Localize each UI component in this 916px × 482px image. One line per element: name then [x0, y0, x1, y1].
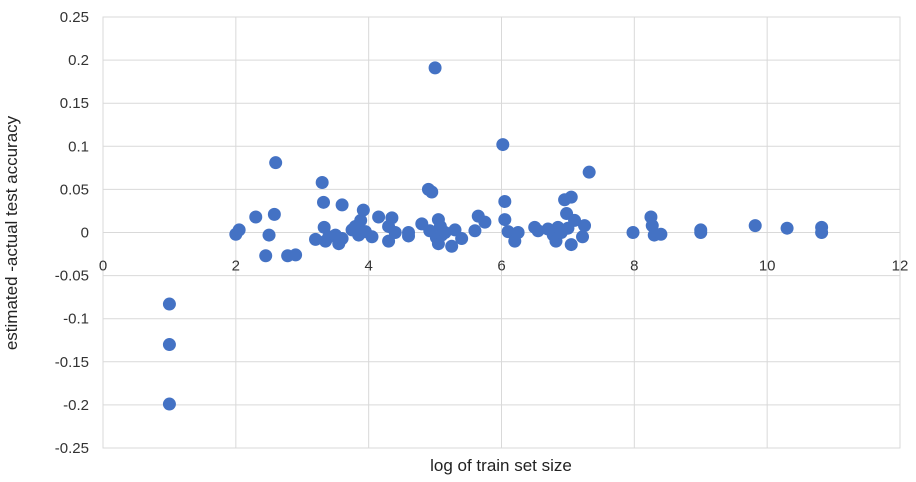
y-axis-title: estimated -actual test accuracy — [2, 115, 21, 350]
data-point — [249, 210, 263, 224]
data-point — [262, 228, 276, 242]
data-point — [365, 230, 379, 244]
data-point — [309, 232, 323, 246]
data-point — [162, 338, 176, 352]
y-tick-label: 0 — [81, 225, 89, 242]
y-tick-label: -0.25 — [55, 440, 89, 457]
data-point — [162, 297, 176, 311]
y-tick-label: 0.15 — [60, 95, 89, 112]
data-point — [815, 226, 829, 239]
y-tick-label: 0.05 — [60, 181, 89, 198]
x-axis-title: log of train set size — [430, 456, 572, 475]
data-point — [498, 213, 512, 227]
data-point — [315, 176, 329, 190]
data-point — [578, 219, 592, 233]
data-point — [356, 203, 370, 217]
y-tick-label: 0.25 — [60, 9, 89, 26]
data-point — [498, 194, 512, 208]
gridlines — [102, 16, 901, 449]
data-point — [455, 232, 469, 246]
data-point — [568, 213, 582, 227]
data-point — [478, 215, 492, 229]
y-tick-label: 0.2 — [68, 52, 89, 69]
x-tick-label: 10 — [759, 258, 776, 275]
data-point — [654, 227, 668, 241]
y-tick-label: -0.2 — [63, 397, 89, 414]
data-point — [402, 226, 416, 239]
data-point — [511, 226, 525, 239]
data-point — [468, 224, 482, 238]
y-tick-label: 0.1 — [68, 138, 89, 155]
data-point — [496, 138, 510, 152]
x-tick-label: 12 — [892, 258, 909, 275]
data-point — [531, 224, 545, 238]
data-point — [445, 239, 459, 253]
data-point — [626, 226, 640, 239]
data-point — [564, 238, 578, 252]
data-point — [748, 219, 762, 233]
y-tick-label: -0.05 — [55, 268, 89, 285]
plot-border — [102, 16, 901, 449]
y-tick-label: -0.15 — [55, 354, 89, 371]
data-point — [335, 198, 349, 212]
data-point — [501, 225, 515, 239]
x-tick-label: 4 — [364, 258, 372, 275]
x-tick-label: 0 — [99, 258, 107, 275]
data-point — [289, 248, 303, 262]
data-point — [317, 195, 331, 209]
data-point — [780, 221, 794, 235]
data-point — [162, 397, 176, 411]
x-tick-label: 8 — [630, 258, 638, 275]
data-points — [162, 61, 829, 411]
data-point — [564, 190, 578, 204]
data-point — [694, 226, 708, 239]
data-point — [388, 226, 402, 239]
data-point — [232, 223, 246, 237]
data-point — [259, 249, 273, 263]
data-point — [576, 230, 590, 244]
y-axis-tick-labels: 0.25 0.2 0.15 0.1 0.05 0 -0.05 -0.1 -0.15 -0.2 -0.… — [55, 9, 89, 457]
data-point — [267, 207, 281, 221]
data-point — [335, 232, 349, 246]
data-point — [425, 185, 439, 199]
data-point — [269, 156, 283, 170]
data-point — [385, 211, 399, 225]
plot-area — [102, 16, 901, 449]
y-tick-label: -0.1 — [63, 311, 89, 328]
x-tick-label: 6 — [497, 258, 505, 275]
data-point — [438, 226, 452, 239]
data-point — [582, 165, 596, 179]
x-axis-tick-labels: 0 2 4 6 8 10 12 — [99, 258, 909, 275]
data-point — [354, 213, 368, 227]
data-point — [372, 210, 386, 224]
x-tick-label: 2 — [232, 258, 240, 275]
data-point — [428, 61, 442, 75]
